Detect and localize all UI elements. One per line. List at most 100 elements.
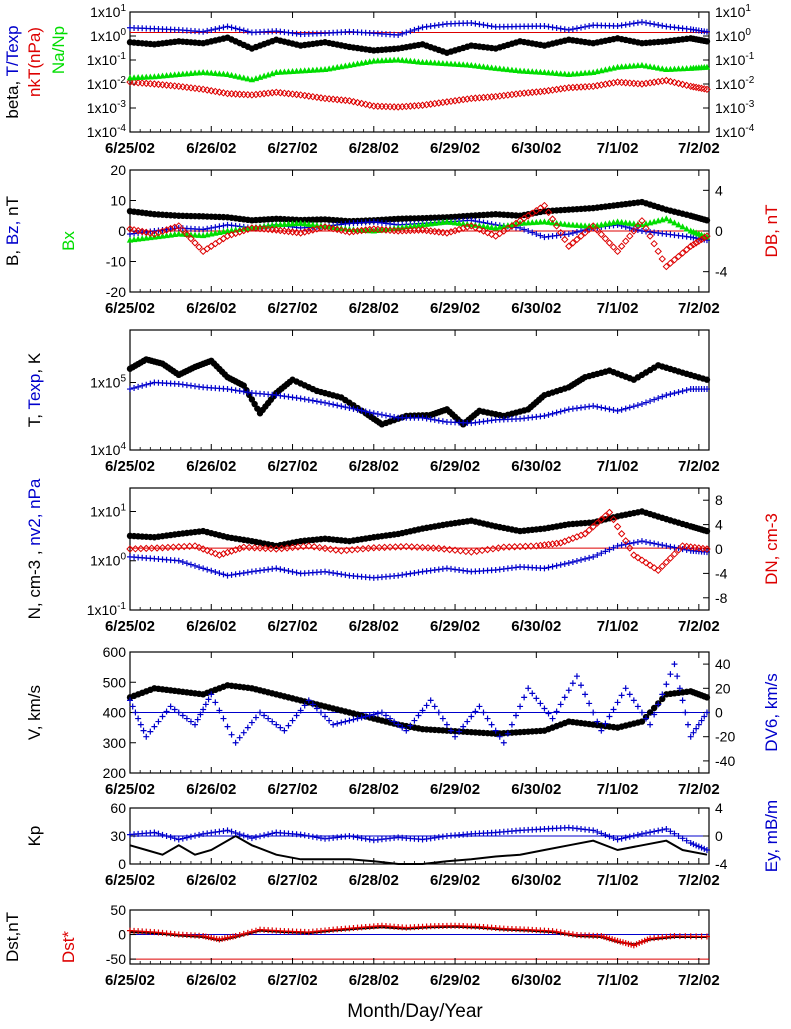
data-point (272, 545, 280, 553)
data-point (199, 545, 207, 553)
y-tick-label: -20 (106, 284, 126, 300)
data-point (553, 409, 560, 416)
data-point (362, 835, 369, 842)
data-point (167, 834, 174, 841)
data-point (552, 222, 561, 230)
data-point (626, 219, 633, 226)
data-point (142, 228, 150, 237)
data-point (553, 69, 560, 76)
data-point (642, 224, 650, 233)
data-point (651, 540, 658, 547)
data-point (638, 217, 646, 225)
data-point (382, 712, 389, 719)
data-point (545, 710, 552, 717)
data-point (248, 928, 255, 935)
y2-axis-label: DN, cm-3 (762, 513, 781, 585)
data-point (590, 402, 597, 409)
x-tick-label: 7/2/02 (678, 300, 720, 317)
data-point (240, 930, 247, 937)
y-tick-label: 300 (103, 735, 127, 751)
data-point (202, 701, 209, 708)
data-point (277, 566, 284, 573)
data-point (675, 221, 682, 228)
data-point (663, 392, 670, 399)
data-point (659, 65, 666, 72)
data-point (403, 57, 410, 64)
data-point (289, 717, 296, 724)
data-point (354, 834, 361, 841)
data-point (191, 239, 199, 247)
y-axis-label: Dst,nT (3, 912, 22, 962)
data-point (411, 26, 418, 33)
data-point (203, 86, 211, 94)
data-point (667, 671, 674, 678)
data-point (252, 714, 259, 721)
data-point (655, 395, 662, 402)
data-point (557, 701, 564, 708)
data-point (642, 62, 650, 69)
y-tick-label: 20 (110, 162, 126, 178)
data-point (703, 63, 711, 70)
data-point (451, 226, 459, 235)
data-point (143, 733, 150, 740)
data-point (224, 827, 231, 834)
data-point (569, 221, 577, 228)
data-point (644, 936, 651, 943)
data-point (375, 543, 383, 552)
data-point (606, 833, 613, 840)
x-tick-label: 6/28/02 (349, 458, 399, 475)
y-tick-label: 1x10-1 (87, 51, 127, 68)
data-point (630, 225, 637, 232)
y2-tick-label: 1x10-3 (715, 99, 755, 116)
data-point (663, 826, 670, 832)
data-point (674, 673, 681, 680)
data-point (662, 558, 671, 566)
x-tick-label: 6/29/02 (430, 618, 480, 635)
data-point (614, 836, 621, 843)
data-point (561, 694, 568, 701)
data-point (647, 829, 654, 836)
data-point (674, 252, 683, 261)
data-point (674, 546, 683, 554)
data-point (281, 727, 288, 734)
data-point (690, 841, 697, 848)
data-point (521, 542, 530, 551)
data-point (597, 230, 606, 239)
data-point (618, 406, 625, 413)
data-point (257, 833, 264, 840)
data-point (628, 941, 635, 948)
data-point (334, 402, 341, 409)
data-point (610, 407, 617, 414)
data-point (619, 939, 626, 946)
data-point (334, 570, 341, 577)
data-point (419, 414, 426, 421)
data-point (693, 842, 700, 849)
data-point (179, 835, 186, 842)
y-tick-label: 10 (110, 193, 126, 209)
data-point (488, 721, 495, 728)
x-tick-label: 7/2/02 (678, 781, 720, 798)
x-tick-label: 7/2/02 (678, 140, 720, 157)
data-point (187, 234, 195, 243)
data-point (488, 23, 495, 30)
data-point (679, 835, 686, 842)
data-point (687, 82, 695, 91)
data-point (146, 229, 155, 237)
x-tick-label: 7/2/02 (678, 618, 720, 635)
data-point (288, 543, 297, 552)
data-point (374, 710, 381, 717)
data-point (248, 835, 255, 842)
data-point (500, 739, 507, 746)
data-point (203, 546, 211, 555)
y-axis-label-2: Bx (59, 231, 78, 251)
data-point (248, 396, 256, 403)
data-point (650, 704, 658, 712)
data-point (142, 544, 150, 553)
data-point (403, 29, 410, 36)
data-point (244, 75, 252, 82)
data-point (299, 542, 308, 551)
data-point (132, 709, 139, 716)
x-tick-label: 6/26/02 (186, 458, 236, 475)
data-point (155, 830, 162, 837)
data-point (617, 938, 624, 945)
